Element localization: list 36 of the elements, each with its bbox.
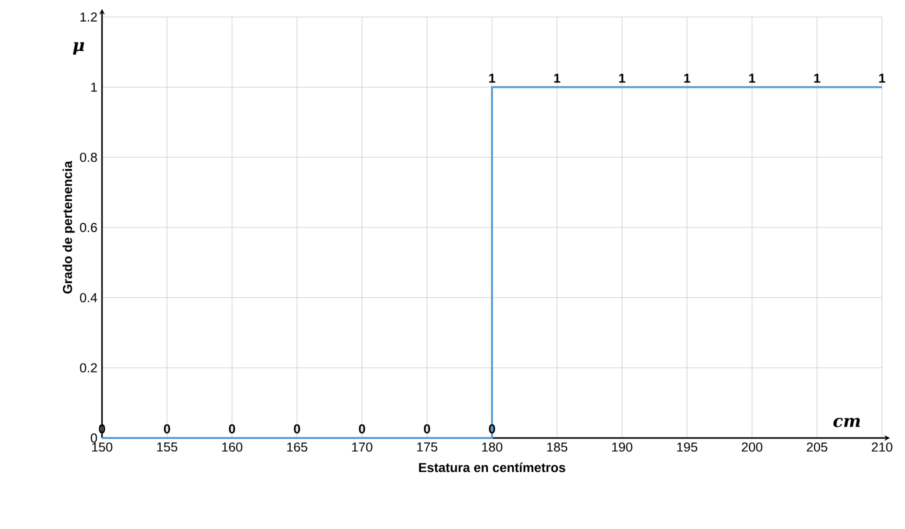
data-label: 1 <box>489 74 496 83</box>
x-tick-label: 180 <box>482 442 502 452</box>
y-tick-label: 0.8 <box>80 152 97 162</box>
x-tick-label: 210 <box>872 442 892 452</box>
data-label: 1 <box>684 74 690 83</box>
x-tick-label: 150 <box>92 442 112 452</box>
data-label: 1 <box>554 74 560 83</box>
data-label: 0 <box>228 424 236 434</box>
x-tick-label: 170 <box>352 442 372 452</box>
data-label: 1 <box>814 74 820 83</box>
text: μ <box>72 42 84 55</box>
y-tick-label: 0.6 <box>80 222 97 232</box>
x-tick-label: 190 <box>612 442 632 452</box>
x-tick-label: 160 <box>222 442 242 452</box>
x-tick-label: 155 <box>157 442 178 452</box>
y-tick-label: 0 <box>90 433 97 443</box>
x-tick-label: 175 <box>417 442 438 452</box>
data-label: 0 <box>358 424 366 434</box>
data-label: 0 <box>164 424 170 434</box>
y-axis-title: Grado de pertenencia <box>62 160 75 294</box>
x-tick-label: 185 <box>547 442 568 452</box>
y-tick-label: 1 <box>91 82 97 92</box>
x-tick-label: 200 <box>742 442 762 452</box>
y-tick-label: 1.2 <box>80 12 97 22</box>
y-tick-label: 0.2 <box>80 363 97 372</box>
x-tick-label: 195 <box>677 442 698 452</box>
y-tick-label: 0.4 <box>80 293 98 302</box>
x-tick-label: 165 <box>287 442 308 452</box>
data-label: 1 <box>619 74 626 83</box>
x-axis-title: Estatura en centímetros <box>419 462 566 472</box>
x-tick-label: 205 <box>806 442 828 452</box>
data-label: 1 <box>749 74 756 83</box>
data-label: 0 <box>294 424 300 434</box>
data-label: 1 <box>879 74 886 83</box>
annotation: cm <box>833 418 860 428</box>
data-label: 0 <box>424 424 430 434</box>
